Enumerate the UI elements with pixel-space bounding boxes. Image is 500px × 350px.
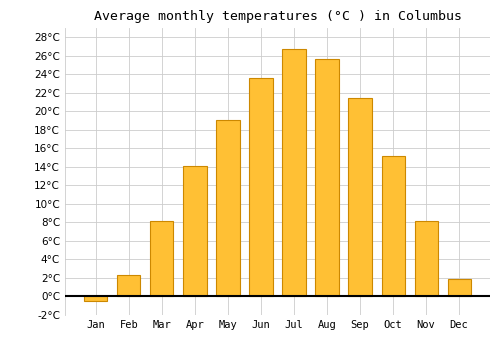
Bar	[348, 98, 372, 296]
Bar	[382, 156, 404, 296]
Title: Average monthly temperatures (°C ) in Columbus: Average monthly temperatures (°C ) in Co…	[94, 10, 462, 23]
Bar	[216, 120, 240, 296]
Bar	[84, 296, 108, 301]
Bar	[448, 279, 470, 296]
Bar	[250, 78, 272, 296]
Bar	[316, 60, 338, 296]
Bar	[150, 220, 174, 296]
Bar	[184, 166, 206, 296]
Bar	[414, 220, 438, 296]
Bar	[282, 49, 306, 296]
Bar	[118, 275, 141, 296]
